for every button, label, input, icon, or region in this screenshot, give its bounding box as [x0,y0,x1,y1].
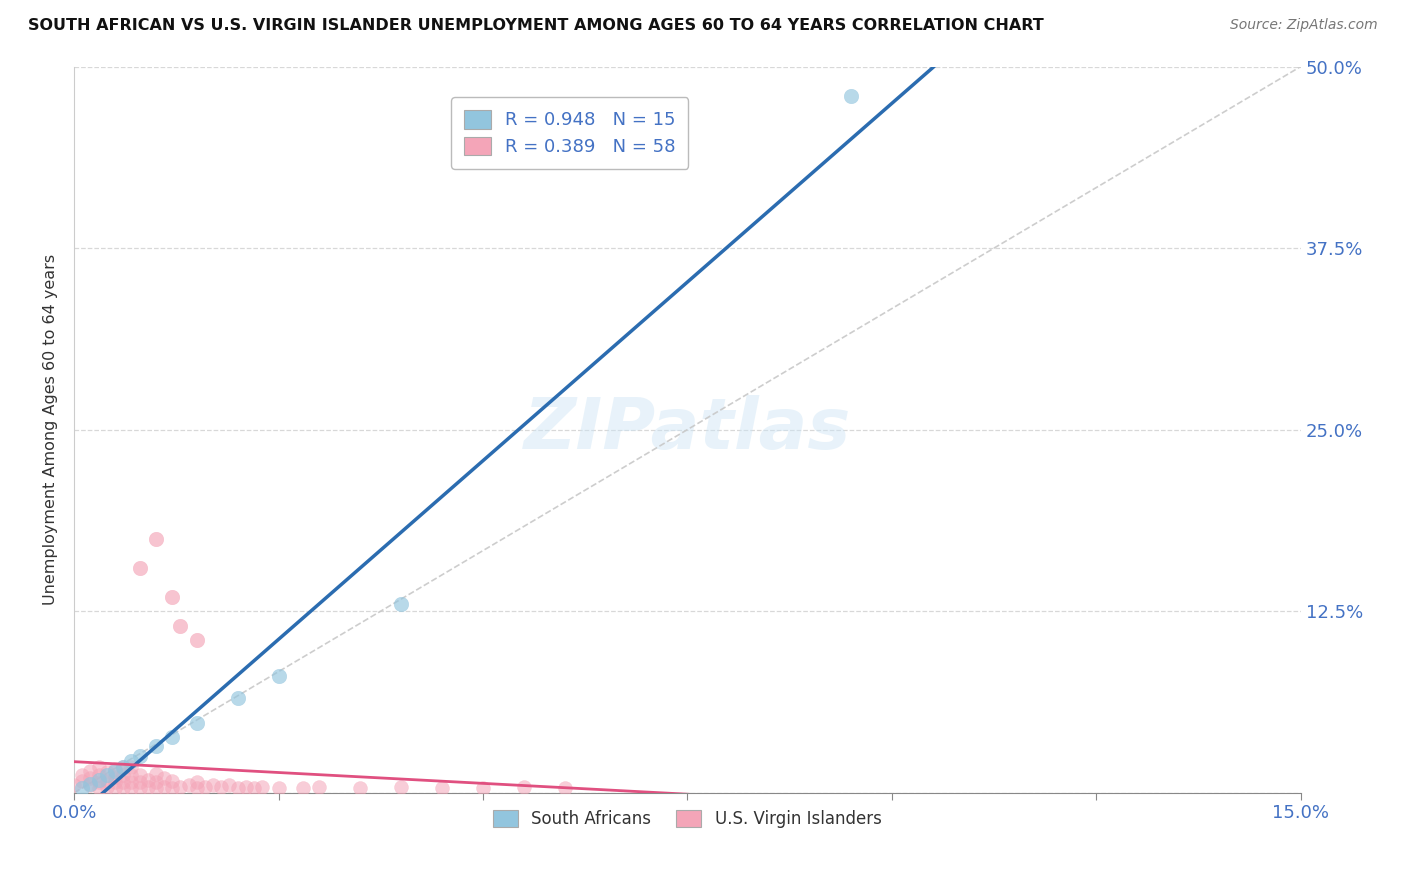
Point [136,772,159,787]
Point [128,560,150,574]
Point [169,618,191,632]
Point [120,754,142,768]
Point [120,781,142,796]
Point [104,770,127,784]
Point [87,781,110,796]
Legend: South Africans, U.S. Virgin Islanders: South Africans, U.S. Virgin Islanders [486,804,889,835]
Point [120,775,142,789]
Text: ZIPatlas: ZIPatlas [523,395,851,464]
Point [145,766,167,780]
Point [308,780,330,794]
Point [128,749,150,764]
Point [292,781,315,796]
Point [243,781,266,796]
Point [79,777,101,791]
Point [104,764,127,778]
Point [267,669,290,683]
Point [72,774,94,789]
Point [96,768,118,782]
Point [160,781,183,796]
Point [160,731,183,745]
Point [430,781,453,796]
Point [72,768,94,782]
Point [145,739,167,754]
Point [250,780,273,794]
Point [839,88,862,103]
Point [186,775,208,789]
Point [128,781,150,796]
Point [177,778,200,792]
Point [96,774,118,789]
Point [145,775,167,789]
Point [120,768,142,782]
Point [349,781,371,796]
Point [79,778,101,792]
Point [112,768,135,782]
Point [63,778,86,792]
Point [218,778,240,792]
Point [389,780,412,794]
Point [513,780,536,794]
Point [226,781,249,796]
Text: Source: ZipAtlas.com: Source: ZipAtlas.com [1230,18,1378,32]
Point [87,759,110,773]
Point [186,633,208,648]
Point [128,768,150,782]
Point [471,781,494,796]
Point [145,781,167,796]
Point [128,775,150,789]
Point [79,764,101,778]
Point [186,781,208,796]
Point [194,780,217,794]
Point [96,780,118,794]
Text: SOUTH AFRICAN VS U.S. VIRGIN ISLANDER UNEMPLOYMENT AMONG AGES 60 TO 64 YEARS COR: SOUTH AFRICAN VS U.S. VIRGIN ISLANDER UN… [28,18,1043,33]
Point [112,759,135,773]
Point [112,775,135,789]
Point [160,590,183,604]
Point [136,780,159,794]
Point [153,780,176,794]
Point [96,765,118,780]
Y-axis label: Unemployment Among Ages 60 to 64 years: Unemployment Among Ages 60 to 64 years [44,254,58,605]
Point [145,532,167,546]
Point [160,774,183,789]
Point [226,691,249,706]
Point [209,780,232,794]
Point [186,715,208,730]
Point [153,771,176,785]
Point [202,778,225,792]
Point [87,772,110,787]
Point [104,781,127,796]
Point [87,768,110,782]
Point [104,775,127,789]
Point [72,781,94,796]
Point [389,597,412,611]
Point [104,763,127,777]
Point [120,759,142,773]
Point [554,781,576,796]
Point [267,781,290,796]
Point [112,759,135,773]
Point [169,780,191,794]
Point [235,780,257,794]
Point [112,781,135,796]
Point [87,775,110,789]
Point [79,771,101,785]
